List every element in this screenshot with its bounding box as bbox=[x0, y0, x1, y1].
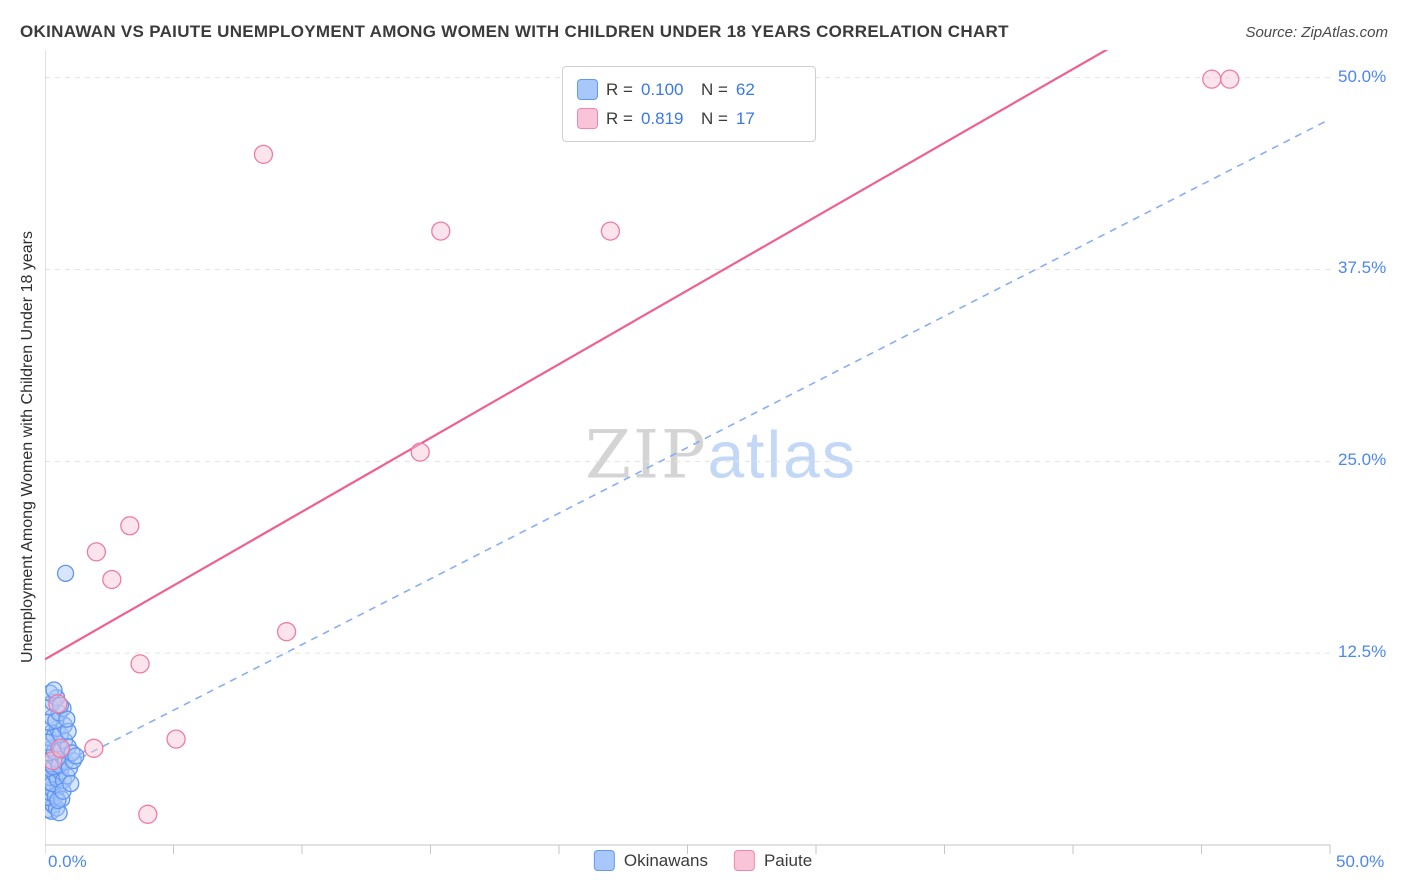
legend-label-okinawans: Okinawans bbox=[623, 850, 708, 870]
scatter-point-paiute bbox=[138, 804, 158, 824]
scatter-point-okinawans bbox=[49, 791, 67, 810]
correlation-legend-box: R = 0.100 N = 62 R = 0.819 N = 17 bbox=[562, 66, 816, 142]
watermark-zip: ZIP bbox=[585, 416, 708, 494]
scatter-point-paiute bbox=[84, 738, 104, 758]
scatter-point-okinawans bbox=[67, 747, 85, 765]
n-label: N = bbox=[700, 79, 728, 99]
scatter-point-paiute bbox=[276, 622, 297, 642]
n-label: N = bbox=[700, 108, 728, 128]
chart-legend: Okinawans Paiute bbox=[593, 850, 813, 871]
trend-line-okinawans-extrapolated bbox=[45, 118, 1330, 777]
scatter-point-paiute bbox=[130, 654, 150, 674]
scatter-point-paiute bbox=[600, 221, 621, 241]
legend-item-okinawans[interactable]: Okinawans bbox=[593, 850, 708, 871]
r-label: R = bbox=[606, 79, 633, 99]
scatter-point-paiute bbox=[166, 729, 186, 749]
scatter-point-okinawans bbox=[50, 804, 68, 822]
x-axis-min-label: 0.0% bbox=[48, 852, 87, 871]
okinawans-swatch-icon bbox=[577, 79, 598, 100]
scatter-point-paiute bbox=[431, 221, 451, 241]
chart-title: OKINAWAN VS PAIUTE UNEMPLOYMENT AMONG WO… bbox=[20, 22, 1009, 41]
r-value-paiute: 0.819 bbox=[640, 108, 684, 128]
y-tick-label-50: 50.0% bbox=[1338, 66, 1387, 86]
legend-row-paiute: R = 0.819 N = 17 bbox=[577, 104, 801, 133]
scatter-point-paiute bbox=[86, 542, 107, 562]
scatter-plot-svg bbox=[38, 50, 1331, 854]
scatter-point-okinawans bbox=[59, 722, 77, 741]
scatter-point-okinawans bbox=[62, 774, 80, 793]
scatter-point-paiute bbox=[1220, 69, 1240, 89]
x-axis-max-label: 50.0% bbox=[1336, 852, 1385, 871]
scatter-point-paiute bbox=[410, 442, 430, 462]
scatter-point-paiute bbox=[120, 516, 140, 536]
scatter-point-okinawans bbox=[56, 564, 75, 582]
y-tick-label-25: 25.0% bbox=[1338, 450, 1387, 470]
scatter-point-paiute bbox=[1202, 69, 1222, 89]
scatter-plot-area bbox=[38, 50, 1335, 862]
paiute-swatch-icon bbox=[577, 108, 598, 129]
scatter-point-paiute bbox=[48, 694, 68, 714]
r-value-okinawans: 0.100 bbox=[640, 79, 684, 99]
okinawans-legend-swatch-icon bbox=[593, 850, 615, 871]
legend-row-okinawans: R = 0.100 N = 62 bbox=[577, 75, 801, 104]
y-tick-label-12.5: 12.5% bbox=[1338, 642, 1387, 662]
legend-item-paiute[interactable]: Paiute bbox=[733, 850, 813, 871]
legend-label-paiute: Paiute bbox=[763, 850, 813, 870]
zipatlas-watermark: ZIPatlas bbox=[585, 417, 857, 494]
y-tick-label-37.5: 37.5% bbox=[1338, 258, 1387, 278]
trend-line-paiute bbox=[45, 50, 1109, 661]
scatter-point-okinawans bbox=[58, 710, 76, 728]
scatter-point-paiute bbox=[50, 738, 71, 758]
paiute-legend-swatch-icon bbox=[733, 850, 755, 871]
n-value-paiute: 17 bbox=[735, 108, 755, 128]
source-attribution[interactable]: Source: ZipAtlas.com bbox=[1245, 24, 1388, 41]
scatter-point-paiute bbox=[102, 569, 122, 590]
scatter-point-okinawans bbox=[45, 681, 63, 699]
watermark-atlas: atlas bbox=[707, 417, 857, 492]
r-label: R = bbox=[606, 108, 633, 128]
n-value-okinawans: 62 bbox=[735, 79, 755, 99]
y-axis-label: Unemployment Among Women with Children U… bbox=[19, 231, 36, 663]
scatter-point-paiute bbox=[253, 144, 274, 165]
